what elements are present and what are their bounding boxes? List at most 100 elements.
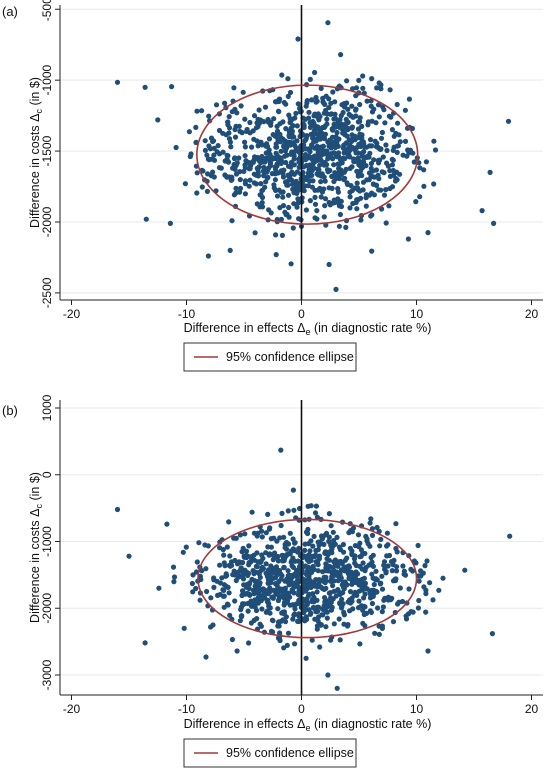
scatter-point (250, 568, 256, 574)
scatter-point (264, 169, 270, 175)
scatter-point (234, 110, 240, 116)
scatter-point (305, 183, 312, 189)
scatter-point (379, 169, 385, 175)
scatter-point (375, 172, 381, 178)
scatter-point (369, 571, 375, 577)
scatter-point (211, 145, 217, 151)
scatter-point (332, 111, 338, 117)
scatter-point (292, 641, 298, 647)
scatter-point (296, 187, 302, 193)
scatter-point (360, 85, 366, 91)
scatter-point (325, 156, 331, 162)
scatter-point (376, 623, 382, 629)
scatter-point (379, 129, 385, 136)
scatter-point (315, 151, 321, 157)
scatter-point (332, 134, 338, 140)
scatter-point (356, 162, 362, 168)
scatter-point (243, 548, 250, 554)
scatter-point (246, 543, 252, 549)
scatter-point (221, 593, 227, 599)
scatter-point (235, 571, 241, 578)
scatter-point (205, 156, 211, 162)
scatter-point (262, 587, 268, 594)
scatter-point (282, 619, 289, 625)
scatter-point (411, 159, 417, 165)
scatter-point (349, 187, 355, 194)
scatter-point (381, 562, 387, 568)
scatter-point (316, 167, 322, 173)
scatter-point (265, 511, 271, 517)
scatter-point (241, 582, 247, 588)
scatter-point (354, 168, 360, 174)
scatter-point (246, 183, 252, 189)
scatter-point (329, 173, 335, 180)
scatter-point (361, 159, 367, 165)
scatter-point (292, 149, 298, 155)
scatter-points (114, 20, 512, 292)
y-axis-title: Difference in costs Δc (in $) (28, 77, 44, 228)
scatter-point (505, 118, 512, 124)
scatter-point (368, 592, 374, 598)
scatter-point (251, 591, 257, 597)
scatter-point (315, 568, 321, 574)
scatter-point (259, 200, 265, 206)
scatter-point (270, 552, 276, 558)
scatter-point (362, 585, 368, 592)
scatter-point (280, 586, 286, 592)
scatter-point (236, 155, 242, 161)
scatter-point (253, 563, 259, 570)
scatter-point (353, 93, 359, 99)
scatter-point (281, 534, 287, 540)
scatter-point (384, 553, 390, 559)
scatter-point (272, 570, 278, 576)
x-tick-label: -20 (63, 307, 81, 321)
scatter-point (335, 161, 341, 167)
scatter-point (227, 612, 233, 619)
scatter-point (375, 102, 382, 108)
scatter-point (369, 587, 375, 594)
scatter-point (295, 36, 301, 42)
scatter-point (208, 595, 214, 601)
scatter-point (263, 143, 269, 149)
scatter-point (337, 637, 343, 643)
scatter-point (281, 600, 288, 606)
scatter-point (247, 119, 253, 126)
scatter-point (156, 585, 162, 591)
scatter-point (237, 128, 243, 134)
scatter-point (369, 76, 375, 82)
scatter-point (199, 108, 205, 114)
scatter-point (227, 247, 233, 253)
scatter-point (277, 139, 283, 145)
scatter-point (237, 177, 243, 183)
scatter-point (278, 216, 284, 222)
scatter-point (205, 253, 211, 259)
scatter-point (335, 189, 341, 195)
scatter-point (273, 232, 279, 238)
scatter-point (378, 82, 384, 88)
scatter-point (247, 177, 253, 183)
scatter-point (335, 588, 341, 594)
scatter-point (367, 543, 373, 549)
scatter-point (291, 190, 297, 196)
scatter-point (256, 589, 262, 595)
scatter-point (332, 99, 338, 105)
scatter-point (421, 183, 427, 189)
scatter-point (296, 164, 302, 170)
x-axis-title: Difference in effects Δe (in diagnostic … (184, 321, 432, 337)
scatter-point (397, 585, 403, 591)
scatter-point (169, 84, 175, 90)
scatter-point (330, 583, 336, 589)
scatter-point (259, 606, 265, 612)
scatter-point (242, 191, 248, 197)
scatter-point (421, 584, 427, 590)
scatter-point (385, 597, 391, 603)
scatter-point (290, 616, 296, 622)
scatter-point (216, 127, 223, 134)
scatter-point (171, 579, 177, 585)
scatter-point (286, 214, 292, 220)
scatter-point (397, 171, 403, 177)
scatter-point (246, 585, 252, 592)
scatter-point (228, 559, 235, 565)
legend-label: 95% confidence ellipse (226, 746, 354, 760)
scatter-point (290, 487, 296, 493)
